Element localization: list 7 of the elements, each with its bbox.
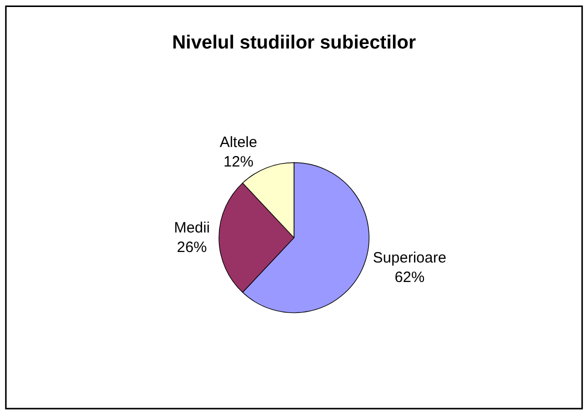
chart-title: Nivelul studiilor subiectilor (172, 32, 417, 54)
slice-label: Altele (220, 134, 258, 151)
slice-label: Superioare (372, 250, 446, 267)
data-label: 62% (394, 269, 425, 286)
slice-label: Medii (174, 219, 210, 236)
data-label: 26% (176, 238, 207, 256)
data-label: 12% (223, 153, 254, 170)
